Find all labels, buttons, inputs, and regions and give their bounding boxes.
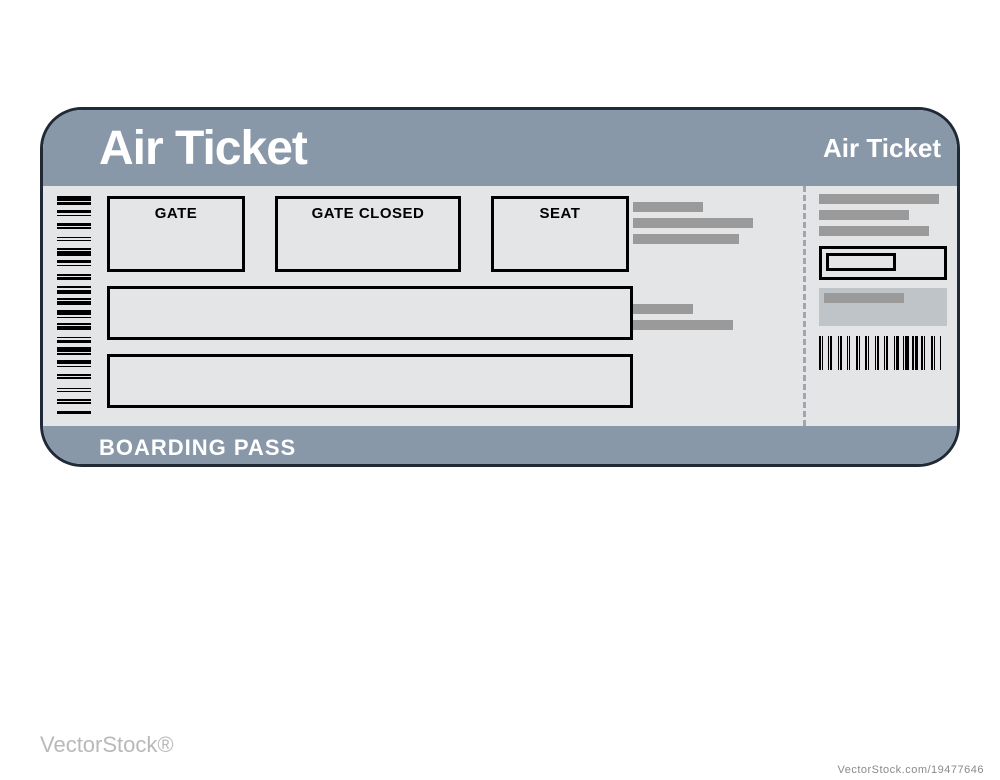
gate-box: GATE [107, 196, 245, 272]
placeholder-column [633, 186, 773, 426]
placeholder-line [633, 320, 733, 330]
stub-box-inner [826, 253, 896, 271]
gate-closed-box: GATE CLOSED [275, 196, 461, 272]
ticket-body: GATE GATE CLOSED SEAT [43, 186, 957, 426]
stub-placeholder-line [819, 210, 909, 220]
placeholder-line [633, 234, 739, 244]
ticket-footer: BOARDING PASS [43, 426, 957, 467]
stub-gray-box [819, 288, 947, 326]
ticket-title-main: Air Ticket [99, 121, 803, 176]
stub-placeholder-line [819, 194, 939, 204]
placeholder-line [633, 304, 693, 314]
watermark-logo: VectorStock® [40, 732, 174, 758]
ticket-header: Air Ticket Air Ticket [43, 110, 957, 186]
barcode-left [57, 196, 91, 416]
seat-box: SEAT [491, 196, 629, 272]
boarding-pass-ticket: Air Ticket Air Ticket GATE GATE CLOSED S… [40, 107, 960, 467]
long-info-box [107, 286, 633, 340]
barcode-bottom [819, 336, 947, 370]
stub-area [819, 194, 957, 426]
placeholder-line [633, 202, 703, 212]
placeholder-line [633, 218, 753, 228]
long-info-box [107, 354, 633, 408]
stub-box [819, 246, 947, 280]
stub-placeholder-line [819, 226, 929, 236]
footer-text: BOARDING PASS [99, 435, 296, 461]
watermark-id: VectorStock.com/19477646 [837, 764, 984, 776]
ticket-title-stub: Air Ticket [823, 133, 957, 164]
perforation-line [803, 186, 806, 426]
main-area: GATE GATE CLOSED SEAT [107, 186, 633, 426]
stub-gray-inner [824, 293, 904, 303]
